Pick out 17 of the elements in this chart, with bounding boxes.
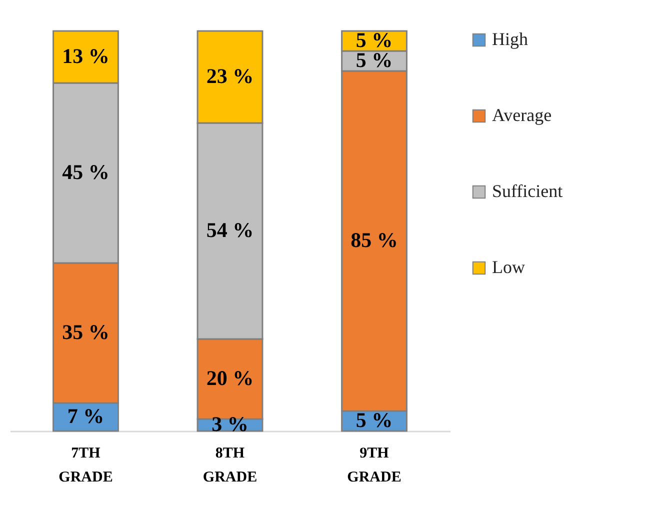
data-label: 45 % [62,160,110,184]
legend-label: Sufficient [492,181,563,201]
data-label: 3 % [212,412,248,436]
x-tick-label: 7TH GRADE [58,446,113,486]
data-label: 54 % [206,218,254,242]
data-label: 85 % [350,228,398,252]
data-label: 7 % [67,404,104,428]
data-label: 20 % [206,366,254,390]
legend-label: Low [492,257,525,277]
data-label: 35 % [62,320,110,344]
legend-label: High [492,29,528,49]
legend-label: Average [492,105,552,125]
data-label: 23 % [206,64,254,88]
data-label: 5 % [356,408,393,432]
x-tick-label: 8TH GRADE [202,446,258,486]
x-tick-label: 9TH GRADE [347,446,402,486]
data-label: 13 % [62,44,110,68]
